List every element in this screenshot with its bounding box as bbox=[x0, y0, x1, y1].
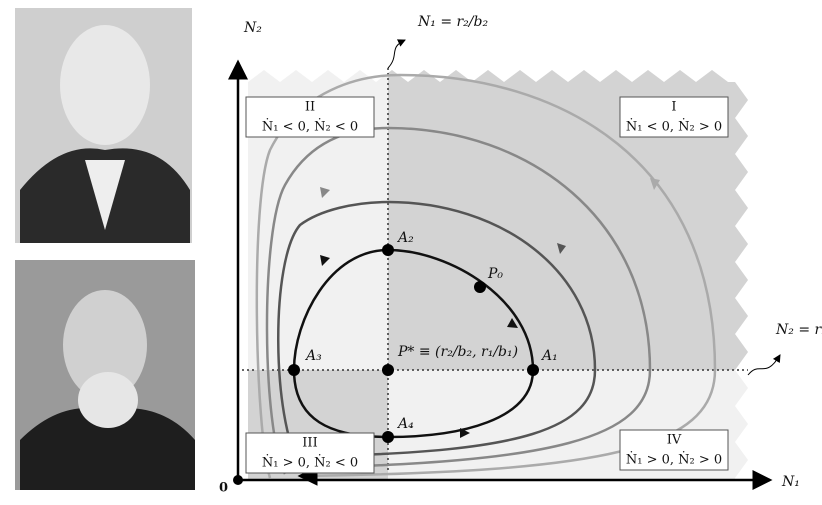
region-numeral: IV bbox=[667, 433, 682, 448]
region-numeral: III bbox=[302, 436, 317, 451]
region-box: III Ṅ₁ > 0, Ṅ₂ < 0 bbox=[245, 432, 375, 474]
region-condition: Ṅ₁ > 0, Ṅ₂ > 0 bbox=[626, 451, 722, 468]
point-label: A₂ bbox=[396, 230, 414, 246]
region-condition: Ṅ₁ < 0, Ṅ₂ < 0 bbox=[262, 118, 358, 135]
photo-top bbox=[15, 8, 192, 243]
points: A₁ A₂ A₃ A₄ P₀ P* ≡ (r₂/b₂, r₁/b₁) bbox=[288, 230, 558, 443]
x-axis-label: N₁ bbox=[781, 474, 800, 490]
region-box: IV Ṅ₁ > 0, Ṅ₂ > 0 bbox=[619, 429, 729, 471]
nullcline-horizontal-label: N₂ = r₁/b₁ bbox=[775, 322, 822, 338]
y-axis-label: N₂ bbox=[243, 20, 262, 36]
point-label: A₁ bbox=[540, 348, 558, 364]
point-label: P₀ bbox=[487, 266, 503, 282]
region-condition: Ṅ₁ < 0, Ṅ₂ > 0 bbox=[626, 118, 722, 135]
equilibrium-label: P* ≡ (r₂/b₂, r₁/b₁) bbox=[397, 344, 518, 360]
point-label: A₄ bbox=[396, 416, 414, 432]
region-box: II Ṅ₁ < 0, Ṅ₂ < 0 bbox=[245, 96, 375, 138]
point-label: A₃ bbox=[304, 348, 322, 364]
region-numeral: I bbox=[671, 100, 676, 115]
origin-dot bbox=[233, 475, 243, 485]
region-box: I Ṅ₁ < 0, Ṅ₂ > 0 bbox=[619, 96, 729, 138]
origin-label: 0 bbox=[219, 481, 228, 496]
photo-bottom bbox=[15, 260, 195, 490]
nullcline-vertical-label: N₁ = r₂/b₂ bbox=[417, 14, 488, 30]
region-numeral: II bbox=[305, 100, 315, 115]
region-condition: Ṅ₁ > 0, Ṅ₂ < 0 bbox=[262, 454, 358, 471]
